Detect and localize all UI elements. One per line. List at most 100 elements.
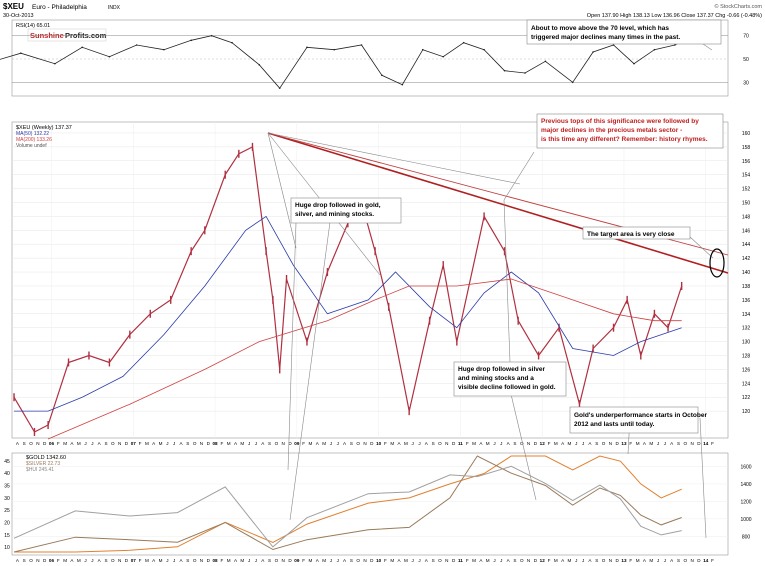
x-tick-label: A (234, 441, 238, 446)
x-tick-label: M (472, 441, 476, 446)
rsi-point (612, 44, 615, 46)
x-tick-label-lower: J (582, 558, 584, 563)
rsi-point (190, 39, 192, 42)
rsi-point (503, 69, 506, 72)
price-tick-label: 138 (742, 284, 751, 290)
lower-layer: 10 15 20 25 30 35 40 45 800 1000 1200 1400 1600 (4, 455, 752, 553)
x-tick-label-lower: J (657, 558, 659, 563)
ticker-exchange: INDX (108, 5, 121, 11)
x-tick-label: N (527, 441, 530, 446)
lower-right-tick: 1600 (740, 464, 751, 470)
x-tick-label-lower: M (240, 558, 244, 563)
x-tick-label: M (145, 441, 149, 446)
target-note: The target area is very close (587, 231, 675, 238)
price-tick-label: 124 (742, 381, 751, 387)
price-tick-label: 130 (742, 340, 751, 346)
x-tick-label-lower: M (472, 558, 476, 563)
x-tick-label: S (104, 441, 107, 446)
x-tick-label-lower: J (418, 558, 420, 563)
legend-gold: $GOLD 1342.60 (26, 455, 66, 461)
x-tick-label-lower: O (29, 558, 33, 563)
x-tick-label-lower: A (588, 558, 592, 563)
x-tick-label-lower: J (173, 558, 175, 563)
x-tick-label-lower: J (330, 558, 332, 563)
x-tick-label-lower: J (248, 558, 250, 563)
x-tick-label-lower: J (664, 558, 666, 563)
x-tick-label: F (466, 441, 469, 446)
price-tick-label: 136 (742, 298, 751, 304)
x-tick-label-lower: J (500, 558, 502, 563)
x-tick-label: A (588, 441, 592, 446)
stockcharts-watermark: © StockCharts.com (715, 3, 763, 10)
rsi-layer: 30 50 70 (0, 34, 749, 89)
x-tick-label: M (227, 441, 231, 446)
lower-right-tick: 800 (742, 534, 751, 540)
x-tick-label: F (57, 441, 60, 446)
drop2011-line1: Huge drop followed in silver (458, 366, 546, 373)
svg-text:Huge drop followed in gold,sil: Huge drop followed in gold, silver, and m… (295, 202, 381, 218)
lower-left-tick: 25 (4, 508, 10, 514)
x-tick-label: 11 (458, 441, 463, 446)
x-tick-label-lower: J (255, 558, 257, 563)
x-tick-label: O (684, 441, 688, 446)
x-tick-label: S (513, 441, 516, 446)
x-tick-label: S (268, 441, 271, 446)
x-tick-label-lower: D (207, 558, 211, 563)
x-tick-label: M (649, 441, 653, 446)
rsi-note-line2: triggered major declines many times in t… (531, 34, 680, 41)
tops-note-line3: is this time any different? Remember: hi… (541, 136, 708, 143)
rsi-point (462, 41, 465, 44)
x-tick-label-lower: F (220, 558, 223, 563)
x-tick-label: N (118, 441, 121, 446)
x-tick-label: N (690, 441, 693, 446)
price-tick-label: 122 (742, 395, 751, 401)
price-tick-label: 140 (742, 270, 751, 276)
x-tick-label-lower: F (384, 558, 387, 563)
tops-note-line2: major declines in the precious metals se… (541, 127, 682, 134)
x-tick-label: O (275, 441, 279, 446)
x-tick-label: J (173, 441, 175, 446)
x-tick-label: M (390, 441, 394, 446)
x-tick-label: M (309, 441, 313, 446)
x-tick-label: 09 (294, 441, 300, 446)
x-tick-label: A (479, 441, 483, 446)
x-tick-label: A (316, 441, 320, 446)
rsi-point (592, 51, 594, 53)
x-tick-label: J (166, 441, 168, 446)
x-tick-label: M (486, 441, 490, 446)
x-tick-label-lower: A (507, 558, 511, 563)
x-tick-label-lower: S (350, 558, 353, 563)
x-tick-label: D (207, 441, 211, 446)
lower-right-tick: 1000 (740, 517, 751, 523)
x-tick-label-lower: A (179, 558, 183, 563)
legend-volume: Volume undef (16, 143, 47, 149)
x-tick-label: O (356, 441, 360, 446)
rsi-point (81, 46, 83, 49)
x-tick-label-lower: O (193, 558, 197, 563)
x-tick-label: A (261, 441, 265, 446)
rsi-point (571, 81, 574, 84)
rsi-point (108, 55, 111, 58)
x-tick-label: J (582, 441, 584, 446)
x-tick-label: J (493, 441, 495, 446)
x-tick-label: O (438, 441, 442, 446)
x-tick-label: A (670, 441, 674, 446)
lower-left-tick: 45 (4, 459, 10, 465)
x-tick-label: M (63, 441, 67, 446)
x-tick-label: M (636, 441, 640, 446)
x-tick-label: F (629, 441, 632, 446)
sunshine-profits-logo: Sunshine Profits.com (27, 28, 107, 42)
x-tick-label: A (343, 441, 347, 446)
svg-text:Gold's underperformance starts: Gold's underperformance starts in Octobe… (574, 412, 707, 428)
lower-series-line-2 (13, 465, 682, 548)
rsi-point (544, 60, 547, 63)
rsi-point (360, 44, 363, 46)
tops-note-line1: Previous tops of this significance were … (541, 118, 699, 125)
x-tick-label: O (520, 441, 524, 446)
x-tick-label: N (200, 441, 203, 446)
legend-ma200: MA(200) 133.26 (16, 137, 52, 143)
annotation-target: The target area is very close (582, 226, 691, 240)
series-line-2 (47, 278, 682, 440)
x-tick-label-lower: M (63, 558, 67, 563)
